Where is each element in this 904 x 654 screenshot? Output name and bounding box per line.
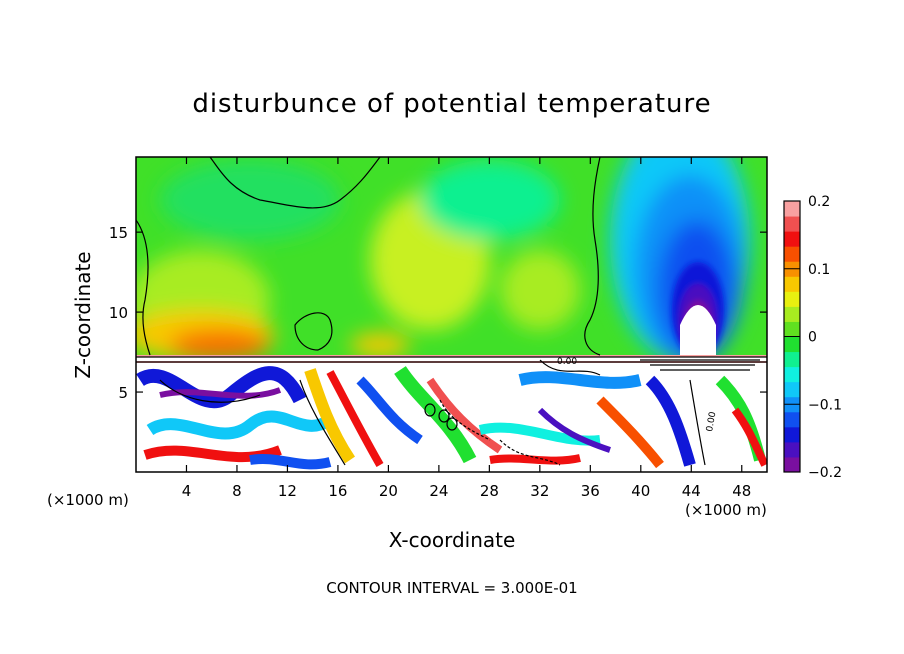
- colorbar-swatch: [784, 276, 800, 292]
- x-tick-label: 8: [232, 482, 242, 500]
- contour-line-left-edge: [136, 219, 151, 356]
- x-tick-label: 4: [182, 482, 192, 500]
- x-tick-label: 24: [429, 482, 448, 500]
- y-tick-label: 15: [109, 224, 128, 242]
- colorbar-swatch: [784, 201, 800, 217]
- x-tick-label: 40: [631, 482, 650, 500]
- contour-line-lower-9: [438, 409, 450, 423]
- contour-line-lower-6: [689, 379, 706, 466]
- contour-label-2: 0.00: [705, 411, 718, 433]
- contour-interval-annotation: CONTOUR INTERVAL = 3.000E-01: [326, 579, 577, 597]
- colorbar: 0.2 0.1 0 −0.1 −0.2: [783, 194, 842, 481]
- colorbar-swatch: [784, 246, 800, 262]
- contour-line-upper-left: [209, 157, 381, 209]
- x-unit-right: (×1000 m): [685, 501, 767, 519]
- contour-line-lower-8: [424, 403, 436, 417]
- colorbar-tick-label: 0.2: [808, 194, 830, 210]
- contour-line-lower-2: [299, 379, 346, 466]
- contour-line-lower-10: [446, 417, 458, 431]
- colorbar-swatch: [784, 366, 800, 383]
- contour-line-right: [584, 157, 601, 356]
- chart-title: disturbunce of potential temperature: [192, 89, 711, 119]
- colorbar-tick-label: −0.1: [808, 397, 842, 413]
- colorbar-tick-label: −0.2: [808, 465, 842, 481]
- colorbar-swatch: [784, 231, 800, 247]
- colorbar-tick-label: 0: [808, 330, 817, 346]
- contour-lines: [136, 157, 767, 466]
- plot-frame: [135, 156, 768, 473]
- contour-line-lower-7: [499, 439, 561, 466]
- colorbar-swatch: [784, 321, 800, 337]
- x-tick-label: 48: [732, 482, 751, 500]
- x-tick-label: 44: [682, 482, 701, 500]
- colorbar-swatch: [784, 411, 800, 428]
- contour-line-closed: [294, 312, 333, 351]
- y-tick-label: 5: [118, 384, 128, 402]
- x-tick-label: 36: [581, 482, 600, 500]
- x-axis: 4 8 12 16 20 24 28 32 36 40 44 48: [182, 157, 751, 500]
- field-lower-features: [136, 366, 767, 470]
- colorbar-swatch: [784, 381, 800, 398]
- contour-line-lower-3: [439, 399, 491, 441]
- colorbar-swatch: [784, 336, 800, 353]
- plot-area: 0.00 0.00: [136, 157, 767, 472]
- colorbar-tick-label: 0.1: [808, 262, 830, 278]
- colorbar-swatch: [784, 291, 800, 307]
- contour-line-lower-1: [159, 379, 261, 403]
- field-boundary-band-core: [136, 357, 767, 361]
- x-tick-label: 20: [379, 482, 398, 500]
- contour-label-1: 0.00: [557, 357, 577, 367]
- colorbar-swatch: [784, 441, 800, 458]
- contour-line-lower-5: [640, 359, 760, 371]
- x-tick-label: 32: [530, 482, 549, 500]
- contour-line-lower-4: [539, 359, 601, 376]
- field-white-core: [680, 305, 716, 360]
- x-tick-label: 12: [278, 482, 297, 500]
- colorbar-swatch: [784, 351, 800, 368]
- colorbar-swatch: [784, 306, 800, 322]
- colorbar-swatch: [784, 216, 800, 232]
- y-axis-label: Z-coordinate: [71, 251, 95, 378]
- y-axis: 5 10 15: [109, 224, 767, 402]
- x-axis-label: X-coordinate: [389, 528, 516, 552]
- x-unit-left: (×1000 m): [47, 491, 129, 509]
- x-tick-label: 16: [328, 482, 347, 500]
- x-tick-label: 28: [480, 482, 499, 500]
- colorbar-swatch: [784, 456, 800, 473]
- y-tick-label: 10: [109, 304, 128, 322]
- colorbar-swatch: [784, 426, 800, 443]
